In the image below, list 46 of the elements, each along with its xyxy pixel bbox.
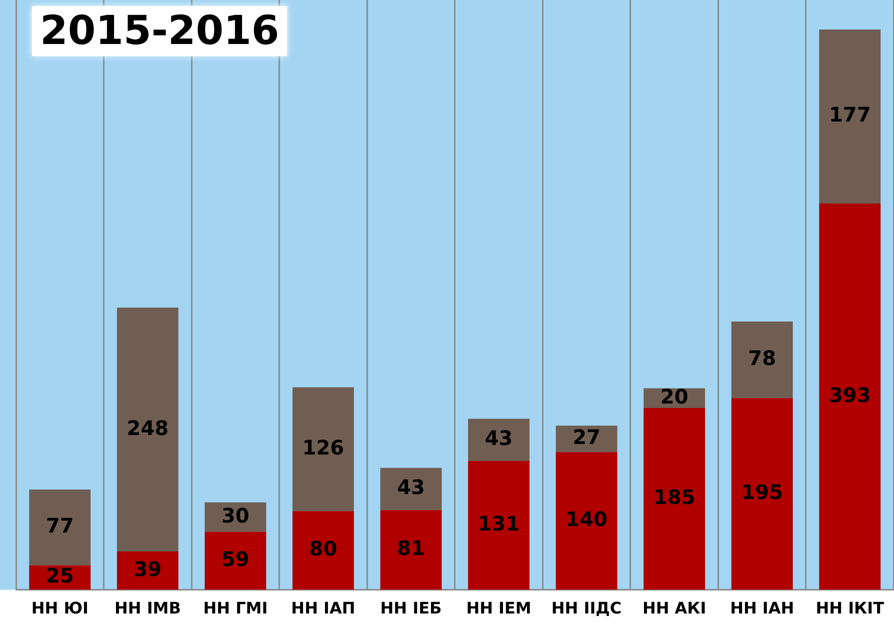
x-tick-label: НН ІМВ bbox=[114, 598, 181, 618]
data-label: 43 bbox=[484, 426, 513, 450]
x-tick-label: НН ІАП bbox=[291, 598, 356, 618]
bar bbox=[468, 461, 530, 590]
bar bbox=[731, 321, 793, 398]
x-tick-label: НН ЮІ bbox=[31, 598, 88, 618]
bar bbox=[380, 468, 442, 510]
x-tick-label: НН АКІ bbox=[642, 598, 706, 618]
data-label: 77 bbox=[46, 514, 74, 538]
bar bbox=[292, 511, 354, 590]
data-label: 126 bbox=[302, 435, 344, 460]
bar bbox=[204, 532, 266, 590]
bar bbox=[29, 490, 91, 566]
data-label: 25 bbox=[46, 564, 74, 588]
data-label: 43 bbox=[397, 475, 425, 500]
data-label: 30 bbox=[222, 503, 250, 528]
bar bbox=[644, 408, 706, 590]
data-label: 27 bbox=[572, 425, 600, 450]
data-label: 39 bbox=[134, 556, 162, 581]
bar bbox=[819, 203, 881, 590]
bar bbox=[292, 387, 354, 512]
data-label: 59 bbox=[222, 547, 250, 572]
data-label: 20 bbox=[660, 384, 688, 408]
bar bbox=[380, 510, 442, 590]
data-label: 195 bbox=[741, 480, 783, 504]
x-tick-label: НН ГМІ bbox=[203, 598, 268, 618]
data-label: 185 bbox=[653, 485, 696, 510]
data-label: 393 bbox=[829, 382, 871, 407]
x-tick-label: НН ІКІТ bbox=[816, 598, 884, 618]
x-tick-label: НН ІАН bbox=[730, 598, 794, 618]
chart-title: 2015-2016 bbox=[32, 6, 288, 56]
bar bbox=[819, 29, 881, 204]
data-label: 248 bbox=[126, 416, 169, 440]
data-label: 140 bbox=[566, 507, 608, 532]
data-label: 78 bbox=[748, 346, 776, 370]
data-label: 131 bbox=[478, 512, 520, 536]
data-label: 80 bbox=[309, 536, 338, 561]
x-tick-label: НН ІЕМ bbox=[466, 598, 532, 618]
bar bbox=[556, 452, 618, 590]
x-tick-label: НН ІІДС bbox=[551, 598, 622, 618]
bar bbox=[116, 308, 178, 552]
x-tick-label: НН ІЕБ bbox=[380, 598, 442, 618]
data-label: 81 bbox=[397, 536, 425, 560]
bar bbox=[731, 398, 793, 590]
bar bbox=[468, 418, 530, 462]
data-label: 177 bbox=[829, 102, 871, 127]
